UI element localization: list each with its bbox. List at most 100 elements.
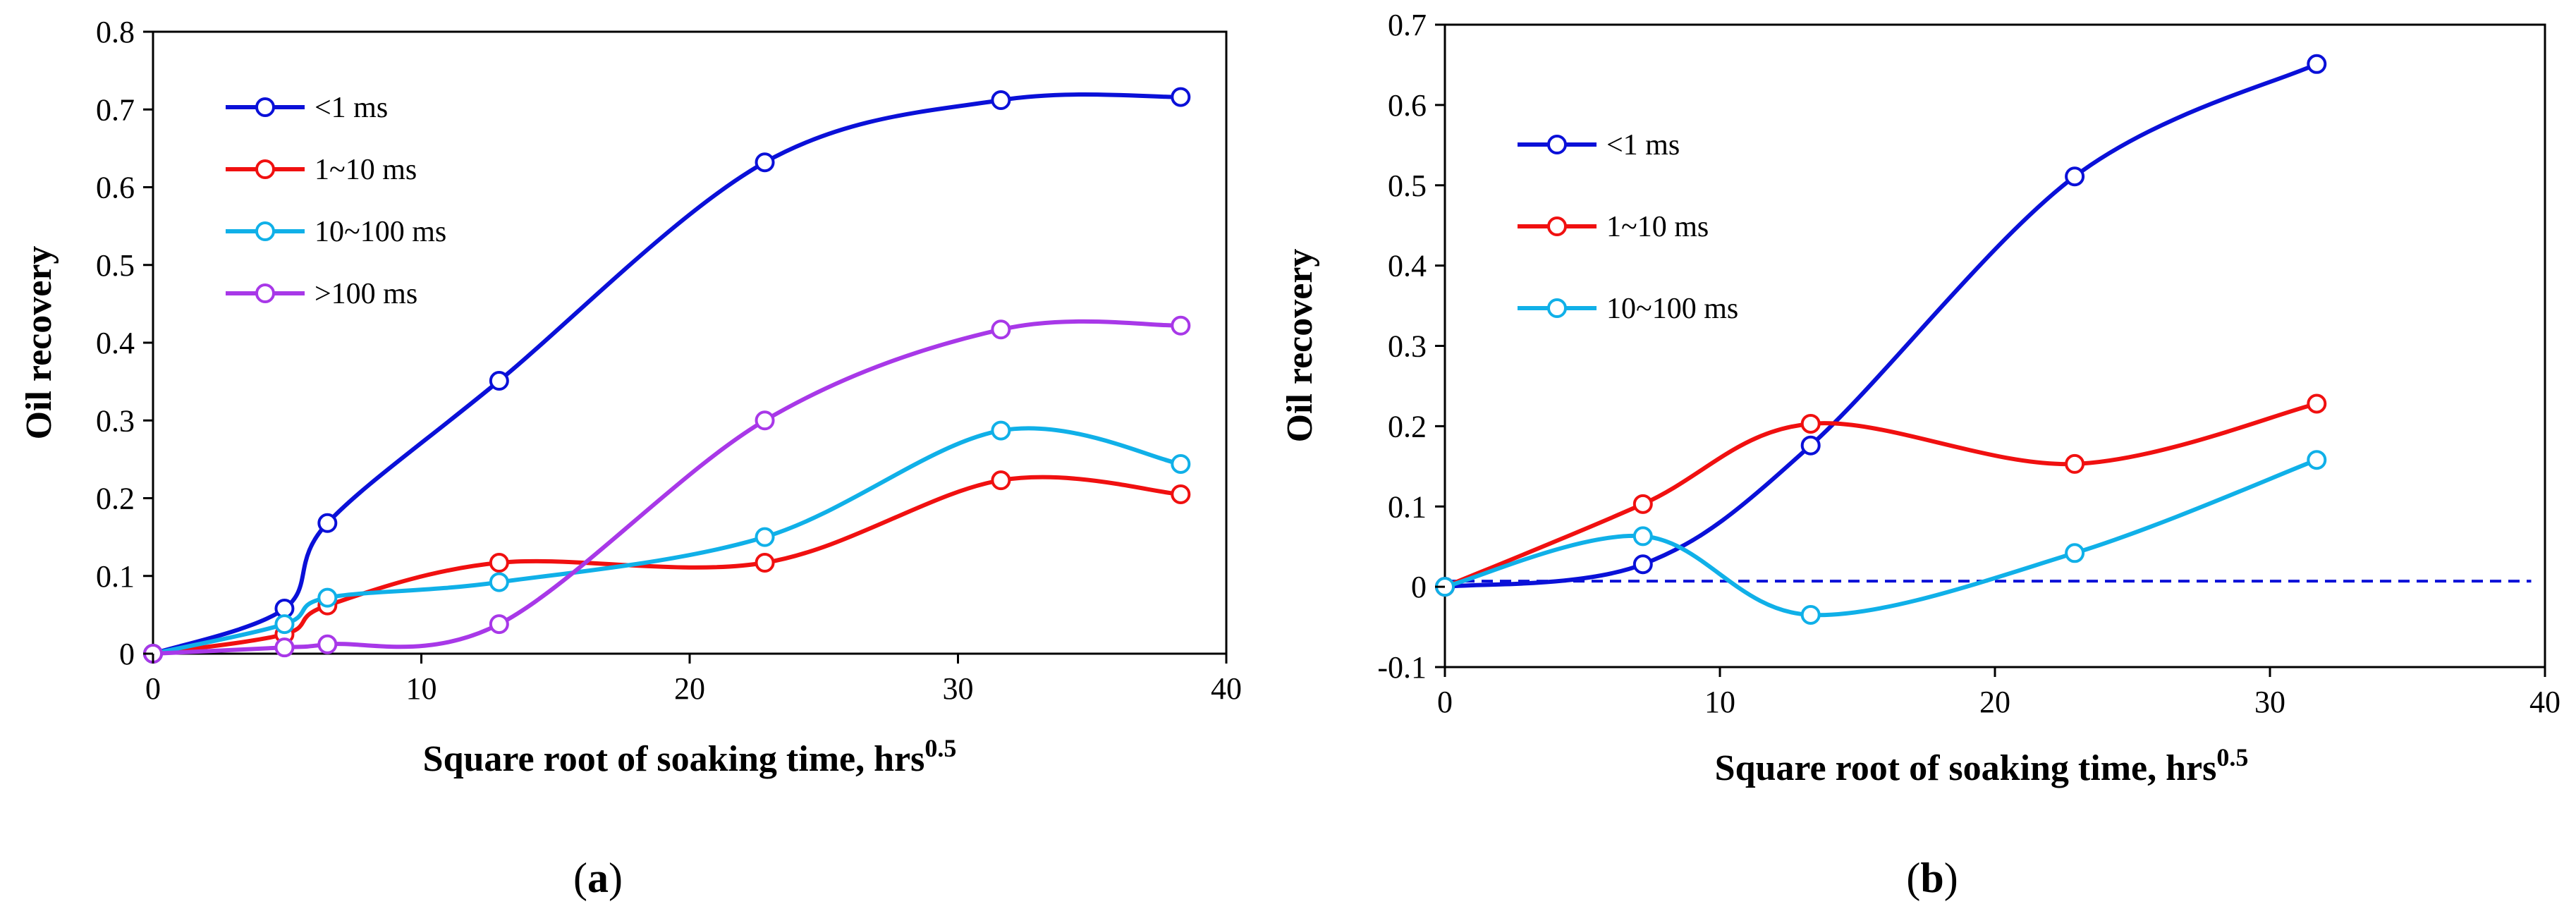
legend-label: <1 ms [1606, 129, 1680, 161]
series-group-b [1435, 54, 2532, 625]
data-point-gt100-ms [274, 637, 295, 658]
data-point-10to100-ms [1171, 453, 1191, 474]
y-tick-label: 0 [1411, 570, 1427, 604]
legend-swatch-marker [255, 97, 275, 117]
data-point-1to10-ms [1632, 494, 1653, 514]
y-tick-label: -0.1 [1377, 650, 1427, 685]
series-line-1to10-ms [151, 475, 1183, 656]
y-tick-label: 0.1 [96, 559, 135, 594]
x-tick-label: 20 [1979, 685, 2010, 719]
data-point-gt100-ms [991, 319, 1011, 340]
chart-panel-b: -0.1 0 0.1 0.2 0.3 0.4 0.5 0.6 0.7 0 10 20 30 40 <1 m… [1280, 8, 2560, 901]
y-tick-label: 0.2 [96, 482, 135, 516]
data-point-lt1-ms [489, 371, 509, 391]
y-tick-label: 0.6 [96, 171, 135, 205]
y-tick-label: 0.3 [1388, 329, 1427, 364]
data-point-10to100-ms [991, 420, 1011, 441]
legend-label: >100 ms [315, 278, 417, 310]
data-point-lt1-ms [755, 152, 775, 173]
legend-b: <1 ms 1~10 ms 10~100 ms [1518, 129, 1738, 325]
x-axis-title-b: Square root of soaking time, hrs0.5 [1715, 743, 2249, 788]
x-axis-title-text-b: Square root of soaking time, hrs [1715, 748, 2217, 788]
legend-swatch-marker [255, 221, 275, 241]
x-axis-title-sup-b: 0.5 [2216, 743, 2248, 771]
y-tick-label: 0.5 [96, 248, 135, 283]
legend-swatch-marker [1547, 216, 1567, 236]
data-point-10to100-ms [489, 572, 509, 592]
data-point-1to10-ms [489, 553, 509, 573]
panel-label-open-a: ( [573, 855, 587, 901]
plot-frame-a [152, 30, 1228, 655]
data-point-1to10-ms [2307, 393, 2327, 414]
y-axis-title-b: Oil recovery [1280, 249, 1320, 443]
y-tick-label: 0.7 [1388, 8, 1427, 42]
data-point-10to100-ms [1632, 526, 1653, 546]
panel-label-letter-a: a [587, 855, 609, 901]
series-line-1to10-ms [1443, 401, 2319, 590]
data-point-lt1-ms [2307, 54, 2327, 74]
data-point-1to10-ms [991, 470, 1011, 491]
x-axis-title-sup-a: 0.5 [924, 734, 956, 762]
x-tick-label: 10 [406, 671, 437, 706]
x-tick-label: 10 [1704, 685, 1735, 719]
y-tick-label: 0.8 [96, 15, 135, 49]
chart-panel-a: 0 0.1 0.2 0.3 0.4 0.5 0.6 0.7 0.8 0 10 20 30 40 <1 ms… [19, 15, 1242, 901]
legend-label: 10~100 ms [1606, 293, 1738, 325]
data-point-10to100-ms [1800, 604, 1821, 625]
data-point-gt100-ms [755, 410, 775, 431]
data-point-1to10-ms [1171, 484, 1191, 504]
legend-item-1to10-ms: 1~10 ms [1518, 211, 1709, 243]
y-tick-label: 0.6 [1388, 88, 1427, 123]
x-axis-title-a: Square root of soaking time, hrs0.5 [423, 734, 957, 779]
x-tick-label: 20 [674, 671, 705, 706]
y-tick-label: 0.7 [96, 92, 135, 127]
y-tick-label: 0.2 [1388, 409, 1427, 444]
data-point-10to100-ms [2065, 543, 2085, 563]
legend-item-lt1-ms: <1 ms [1518, 129, 1680, 161]
data-point-10to100-ms [274, 614, 295, 635]
legend-item-10to100-ms: 10~100 ms [226, 216, 446, 248]
data-point-10to100-ms [317, 587, 338, 608]
panel-label-a: (a) [573, 855, 623, 901]
data-point-1to10-ms [2065, 453, 2085, 474]
legend-swatch-marker [1547, 135, 1567, 154]
plot-frame-b [1443, 23, 2546, 668]
data-point-1to10-ms [1800, 413, 1821, 434]
legend-item-lt1-ms: <1 ms [226, 92, 388, 124]
axis-ticks-b: -0.1 0 0.1 0.2 0.3 0.4 0.5 0.6 0.7 0 10 20 30 40 [1377, 8, 2560, 719]
panel-label-b: (b) [1906, 855, 1958, 901]
y-tick-label: 0.4 [1388, 249, 1427, 283]
panel-label-close-a: ) [609, 855, 623, 901]
panel-label-open-b: ( [1906, 855, 1920, 901]
x-tick-label: 0 [1437, 685, 1453, 719]
x-tick-label: 0 [145, 671, 161, 706]
series-line-10to100-ms [151, 426, 1183, 656]
series-line-lt1-ms [1443, 61, 2319, 590]
data-point-10to100-ms [2307, 450, 2327, 470]
legend-item-10to100-ms: 10~100 ms [1518, 293, 1738, 325]
x-tick-label: 30 [2254, 685, 2285, 719]
legend-item-1to10-ms: 1~10 ms [226, 154, 417, 186]
legend-swatch-marker [255, 283, 275, 303]
panel-label-close-b: ) [1944, 855, 1958, 901]
x-tick-label: 30 [943, 671, 974, 706]
panel-label-letter-b: b [1920, 855, 1943, 901]
y-tick-label: 0.3 [96, 403, 135, 438]
y-tick-label: 0.5 [1388, 169, 1427, 203]
data-point-1to10-ms [755, 553, 775, 573]
x-tick-label: 40 [2529, 685, 2560, 719]
data-point-lt1-ms [991, 90, 1011, 111]
data-point-lt1-ms [317, 513, 338, 533]
data-point-lt1-ms [1800, 435, 1821, 456]
x-axis-title-text-a: Square root of soaking time, hrs [423, 739, 925, 779]
legend-label: 10~100 ms [315, 216, 446, 248]
y-tick-label: 0.1 [1388, 489, 1427, 524]
data-point-gt100-ms [1171, 315, 1191, 336]
legend-label: <1 ms [315, 92, 388, 124]
legend-a: <1 ms 1~10 ms 10~100 ms >100 ms [226, 92, 446, 310]
data-point-lt1-ms [1632, 554, 1653, 575]
series-line-lt1-ms [151, 92, 1183, 656]
x-tick-label: 40 [1211, 671, 1242, 706]
series-line-10to100-ms [1443, 458, 2319, 618]
